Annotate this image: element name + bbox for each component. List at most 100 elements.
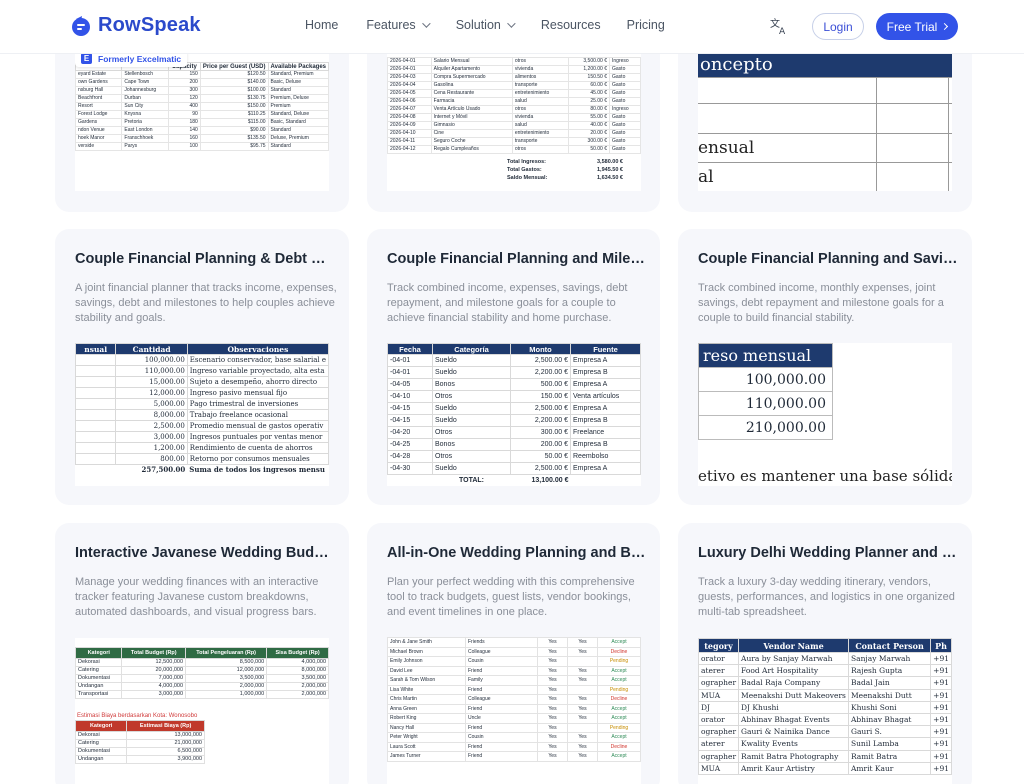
table-cell: ographer	[698, 725, 740, 739]
table-cell: 3,500,000	[266, 674, 329, 683]
template-card[interactable]: All-in-One Wedding Planning and Budget T…	[367, 523, 660, 784]
table-cell: 500.00 €	[510, 378, 571, 391]
card-thumbnail: Fecha Categoría Monto Fuente -04-01 Sueldo 2,…	[387, 343, 641, 486]
table-cell: 120	[167, 94, 201, 103]
free-trial-button[interactable]: Free Trial	[876, 13, 958, 40]
table-cell: Otros	[432, 426, 511, 439]
col-header: Monto	[510, 343, 571, 355]
nav-home-label: Home	[305, 18, 339, 32]
table-cell: Gasto	[609, 121, 641, 130]
table-row: Michael Brown Colleague Yes Yes Decline	[387, 646, 641, 657]
table-cell: 8,000.00	[115, 409, 188, 421]
table-cell: Alquiler Apartamento	[430, 65, 513, 74]
card-title[interactable]: Couple Financial Planning and Milestone …	[387, 251, 649, 267]
table-cell: John & Jane Smith	[387, 637, 466, 648]
formerly-badge: E Formerly Excelmatic	[75, 50, 188, 67]
table-cell: 3,500.00 €	[568, 57, 611, 66]
template-card[interactable]: Couple Financial Planning & Debt Managem…	[55, 229, 349, 505]
cell-text: ensual	[698, 138, 755, 158]
table-cell: 2026-04-05	[387, 89, 432, 98]
table-cell: 150	[167, 70, 201, 79]
template-card[interactable]: oncepto ensual al	[678, 30, 972, 212]
table-cell: Amrit Kaur Artistry	[738, 761, 849, 775]
template-card[interactable]: Interactive Javanese Wedding Budget Trac…	[55, 523, 349, 784]
table-cell: -04-01	[387, 354, 433, 367]
table-cell: Gasto	[609, 145, 641, 154]
template-card[interactable]: Couple Financial Planning and Milestone …	[367, 229, 660, 505]
translate-icon[interactable]: 文 A	[770, 17, 788, 35]
table-cell: 4,000,000	[266, 658, 329, 667]
table-cell: DJ	[698, 700, 740, 714]
card-title[interactable]: Couple Financial Planning & Debt Managem…	[75, 251, 337, 267]
card-title[interactable]: Couple Financial Planning and Savings Tr…	[698, 251, 960, 267]
table-row: Emily Johnson Cousin Yes Pending	[387, 656, 641, 667]
nav-pricing[interactable]: Pricing	[627, 18, 665, 32]
table-cell: Standard, Premium	[267, 70, 329, 79]
table-cell: 21,000,000	[126, 739, 205, 748]
table-cell: 8,000,000	[266, 666, 329, 675]
table-row: James Turner Friend Yes Yes Accept	[387, 751, 641, 762]
table-cell: +91	[930, 664, 952, 678]
table-cell: hoek Manor	[75, 134, 123, 143]
table-row: Dekorasi 13,000,000	[75, 731, 205, 740]
table-cell: 110,000.00	[698, 391, 833, 416]
table-cell: 5,000.00	[115, 398, 188, 410]
nav-solution[interactable]: Solution	[456, 18, 516, 32]
table-cell: Yes	[537, 675, 568, 686]
table-cell: Yes	[567, 741, 598, 752]
table-cell: Accept	[597, 713, 641, 724]
table-cell: Robert King	[387, 713, 466, 724]
table-cell: +91	[930, 700, 952, 714]
summary-cell: Total Ingresos:	[507, 159, 547, 165]
login-button[interactable]: Login	[812, 13, 864, 40]
template-card[interactable]: E Formerly Excelmatic CapacityPrice per G…	[55, 30, 349, 212]
table-cell: 300.00 €	[568, 137, 611, 146]
table-cell: 200.00 €	[510, 438, 571, 451]
table-cell	[75, 453, 117, 465]
brand-logo[interactable]: RowSpeak	[70, 14, 201, 37]
table-cell: Gimnasio	[430, 121, 513, 130]
table-cell: 1,000,000	[185, 690, 268, 699]
table-cell: Pending	[597, 684, 641, 695]
table-cell: Badal Jain	[847, 676, 932, 690]
table-cell: Yes	[567, 646, 598, 657]
template-card[interactable]: 2026-04-01 Salario Mensual otros 3,500.00 €…	[367, 30, 660, 212]
nav-resources[interactable]: Resources	[541, 18, 601, 32]
table-cell: Colleague	[465, 646, 538, 657]
summary-table: Total Ingresos: 3,580.00 € Total Gastos: 1,…	[505, 158, 625, 182]
table-row: DJ DJ Khushi Khushi Soni +91	[698, 700, 952, 714]
table-cell: transporte	[511, 81, 570, 90]
table-row: David Lee Friend Yes Yes Accept	[387, 665, 641, 676]
table-cell: 12,000.00	[115, 387, 188, 399]
card-title[interactable]: Interactive Javanese Wedding Budget Trac…	[75, 545, 337, 561]
card-title[interactable]: Luxury Delhi Wedding Planner and Vendor …	[698, 545, 960, 561]
template-card[interactable]: Couple Financial Planning and Savings Tr…	[678, 229, 972, 505]
table-row: ographer Ramit Batra Photography Ramit Bat…	[698, 749, 952, 763]
table-row: Undangan 3,900,000	[75, 755, 205, 764]
col-header: Ph	[930, 638, 952, 653]
table-cell: 2,000,000	[185, 682, 268, 691]
table-row: aterer Kwality Events Sunil Lamba +91	[698, 737, 952, 751]
table-cell: Gauri S.	[847, 725, 932, 739]
table-cell: MUA	[698, 761, 740, 775]
nav-home[interactable]: Home	[305, 18, 338, 32]
table-cell: 2,200.00 €	[510, 414, 571, 427]
table-row: -04-10 Otros 150.00 € Venta artículos	[387, 390, 641, 403]
table-cell: Empresa A	[570, 378, 641, 391]
table-cell: Trabajo freelance ocasional	[186, 409, 329, 421]
card-title[interactable]: All-in-One Wedding Planning and Budget T…	[387, 545, 649, 561]
nav-features[interactable]: Features	[366, 18, 431, 32]
table-row: -04-28 Otros 50.00 € Reembolso	[387, 450, 641, 463]
table-cell: Abhinav Bhagat	[847, 712, 932, 727]
table-cell: Peter Wright	[387, 732, 466, 743]
table-cell: 3,900,000	[126, 755, 205, 764]
table-cell: Gasto	[609, 113, 641, 122]
table-row: orator Abhinav Bhagat Events Abhinav Bhaga…	[698, 712, 952, 727]
table-cell: Yes	[567, 675, 598, 686]
table-cell: Empresa A	[570, 354, 641, 367]
table-cell: Farmacia	[430, 97, 513, 106]
table-cell: Dokumentasi	[75, 747, 128, 756]
table-cell: Friend	[465, 703, 538, 714]
table-cell: 1,200.00 €	[568, 65, 611, 74]
template-card[interactable]: Luxury Delhi Wedding Planner and Vendor …	[678, 523, 972, 784]
